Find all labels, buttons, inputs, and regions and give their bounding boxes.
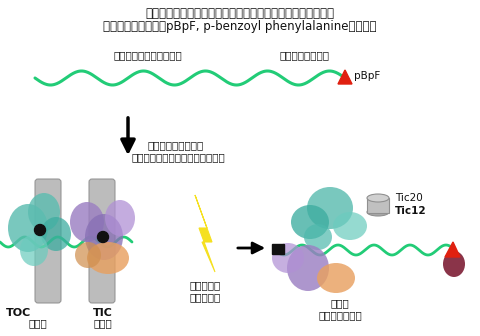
Text: 内包膜: 内包膜 xyxy=(94,318,112,328)
Text: Tic12: Tic12 xyxy=(395,206,427,216)
Ellipse shape xyxy=(291,205,329,239)
Ellipse shape xyxy=(367,208,389,216)
Ellipse shape xyxy=(307,187,353,229)
Text: Tic20: Tic20 xyxy=(395,193,423,203)
Ellipse shape xyxy=(304,224,332,250)
Text: 緑体タンパク質輸送中間体の形成: 緑体タンパク質輸送中間体の形成 xyxy=(132,152,226,162)
Text: 変性後: 変性後 xyxy=(331,298,349,308)
Text: 紫外線照射: 紫外線照射 xyxy=(190,280,221,290)
Text: TOC: TOC xyxy=(5,308,31,318)
Circle shape xyxy=(97,232,108,243)
Text: 架橋産物の同定: 架橋産物の同定 xyxy=(318,310,362,320)
Ellipse shape xyxy=(272,243,304,273)
Text: 光架橋性アミノ酸（pBpF, p-benzoyl phenylalanine）の導入: 光架橋性アミノ酸（pBpF, p-benzoyl phenylalanine）の… xyxy=(103,20,377,33)
Text: による架橋: による架橋 xyxy=(190,292,221,302)
Polygon shape xyxy=(338,70,352,84)
Polygon shape xyxy=(195,195,215,272)
Ellipse shape xyxy=(70,202,104,242)
Ellipse shape xyxy=(367,194,389,202)
Ellipse shape xyxy=(75,242,101,268)
Ellipse shape xyxy=(85,214,123,260)
Bar xyxy=(272,244,284,254)
Ellipse shape xyxy=(41,217,71,251)
Ellipse shape xyxy=(287,245,329,291)
Bar xyxy=(367,198,389,213)
Text: pBpF: pBpF xyxy=(354,71,380,81)
Text: 大腸菌内での葉緑体タンパク質前駆体トランジット配列への: 大腸菌内での葉緑体タンパク質前駆体トランジット配列への xyxy=(145,7,335,20)
Ellipse shape xyxy=(28,193,60,231)
FancyBboxPatch shape xyxy=(89,179,115,303)
Text: 外包膜: 外包膜 xyxy=(29,318,48,328)
FancyBboxPatch shape xyxy=(35,179,61,303)
Circle shape xyxy=(35,224,46,236)
Ellipse shape xyxy=(333,212,367,240)
Ellipse shape xyxy=(8,204,48,252)
Ellipse shape xyxy=(105,200,135,236)
Text: トランジット配列: トランジット配列 xyxy=(280,50,330,60)
Ellipse shape xyxy=(317,263,355,293)
Ellipse shape xyxy=(20,234,48,266)
Polygon shape xyxy=(445,242,460,257)
Text: TIC: TIC xyxy=(93,308,113,318)
Ellipse shape xyxy=(87,242,129,274)
Text: 葉緑体タンパク質前駆体: 葉緑体タンパク質前駆体 xyxy=(114,50,182,60)
Text: 単離葉緑体を用いた: 単離葉緑体を用いた xyxy=(148,140,204,150)
Ellipse shape xyxy=(443,251,465,277)
